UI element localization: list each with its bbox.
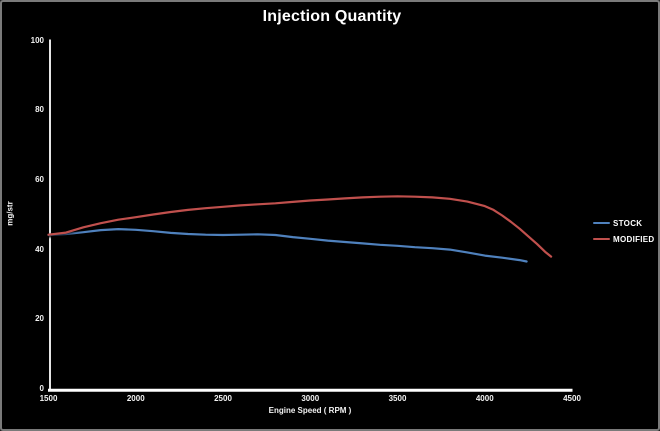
x-tick-label-2000: 2000 (126, 394, 145, 403)
x-tick-label-3500: 3500 (388, 394, 407, 403)
legend-line-icon (593, 237, 610, 241)
legend-item-modified: MODIFIED (593, 231, 655, 247)
legend-item-stock: STOCK (593, 215, 655, 231)
x-axis-title: Engine Speed ( RPM ) (268, 406, 352, 415)
y-tick-label-60: 60 (35, 174, 44, 184)
y-tick-label-100: 100 (30, 35, 44, 45)
x-tick-label-4500: 4500 (563, 394, 581, 403)
x-tick-label-1500: 1500 (39, 394, 58, 403)
y-tick-label-80: 80 (35, 105, 44, 115)
x-tick-label-4000: 4000 (475, 394, 494, 403)
series-line-stock (47, 228, 528, 263)
legend-label: MODIFIED (613, 234, 655, 244)
x-tick-label-3000: 3000 (301, 394, 320, 403)
x-tick-label-2500: 2500 (214, 394, 232, 403)
y-tick-label-40: 40 (35, 244, 44, 254)
legend-line-icon (593, 221, 610, 225)
y-tick-label-20: 20 (35, 314, 44, 324)
series-line-modified (47, 195, 553, 258)
y-axis-title: mg/str (5, 201, 15, 226)
legend: STOCK MODIFIED (593, 215, 655, 247)
legend-label: STOCK (613, 218, 643, 228)
y-tick-label-0: 0 (39, 384, 44, 393)
chart-title: Injection Quantity (262, 8, 402, 25)
